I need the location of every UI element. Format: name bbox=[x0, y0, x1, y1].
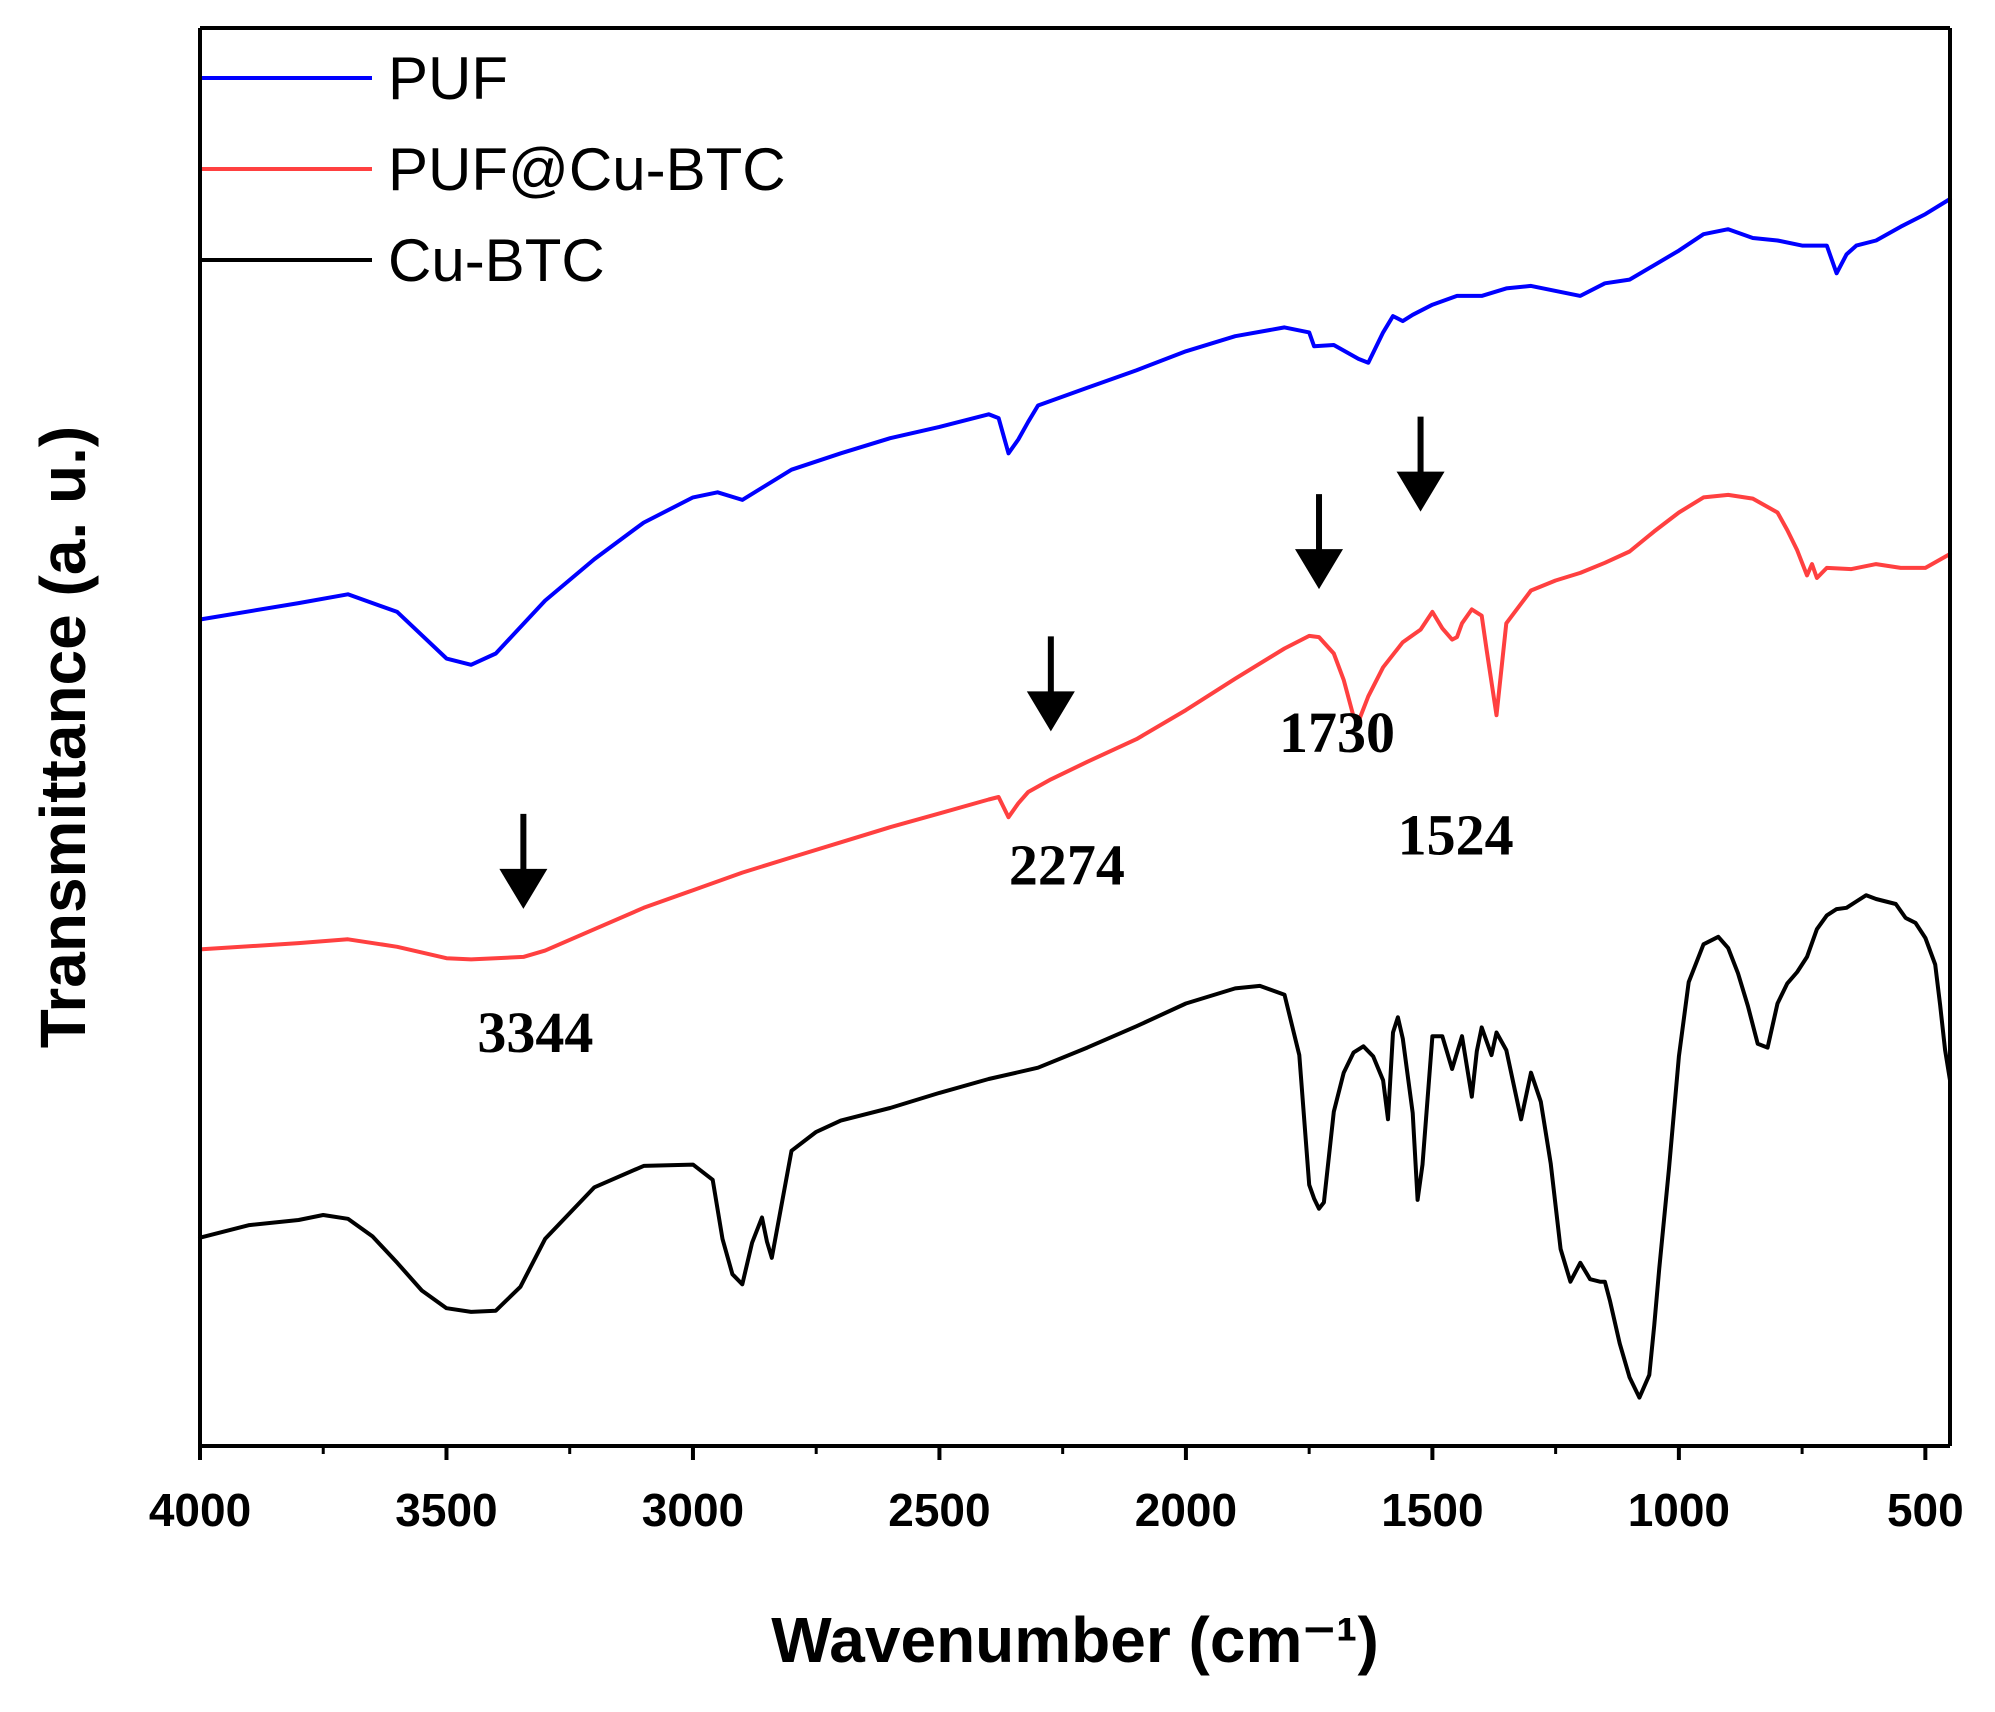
annotation-label: 1524 bbox=[1398, 803, 1514, 868]
x-tick-label: 2000 bbox=[1135, 1484, 1237, 1536]
x-tick-label: 500 bbox=[1887, 1484, 1964, 1536]
annotation-arrow-head bbox=[1026, 691, 1075, 732]
axes-layer bbox=[198, 26, 1952, 1448]
x-tick-label: 1500 bbox=[1381, 1484, 1483, 1536]
series-line-puf bbox=[198, 197, 1952, 667]
x-tick-label: 3000 bbox=[642, 1484, 744, 1536]
legend: PUF PUF@Cu-BTC Cu-BTC bbox=[202, 45, 786, 294]
series-line-cu-btc bbox=[198, 893, 1952, 1400]
annotation-arrow-head bbox=[499, 868, 548, 909]
x-tick-label: 3500 bbox=[395, 1484, 497, 1536]
annotation-label: 2274 bbox=[1009, 832, 1125, 897]
legend-label-cu-btc: Cu-BTC bbox=[388, 227, 605, 294]
series-layer bbox=[198, 197, 1952, 1400]
annotation-label: 3344 bbox=[477, 1000, 593, 1065]
series-line-puf-cu-btc bbox=[198, 492, 1952, 962]
x-tick-label: 2500 bbox=[888, 1484, 990, 1536]
annotation-label: 1730 bbox=[1279, 700, 1395, 765]
x-ticks: 4000 3500 3000 2500 2000 1500 1000 500 bbox=[149, 1446, 1964, 1536]
legend-label-puf: PUF bbox=[388, 45, 508, 112]
annotation-arrow-head bbox=[1396, 471, 1445, 512]
y-axis-title: Transmittance (a. u.) bbox=[27, 426, 99, 1048]
legend-label-puf-cu-btc: PUF@Cu-BTC bbox=[388, 136, 786, 203]
x-tick-label: 4000 bbox=[149, 1484, 251, 1536]
x-axis-title: Wavenumber (cm⁻¹) bbox=[771, 1604, 1379, 1676]
x-tick-label: 1000 bbox=[1628, 1484, 1730, 1536]
annotation-arrow-head bbox=[1295, 549, 1344, 590]
